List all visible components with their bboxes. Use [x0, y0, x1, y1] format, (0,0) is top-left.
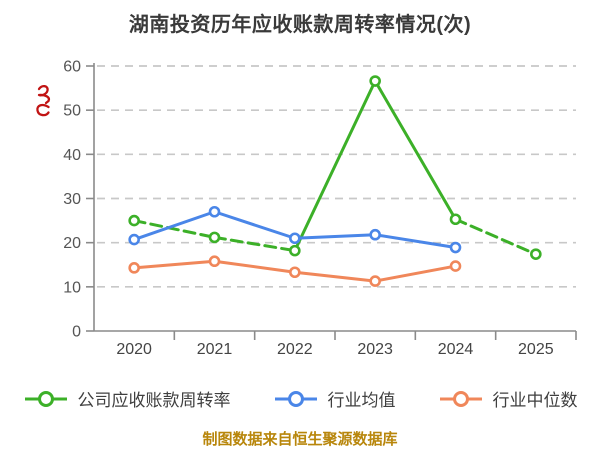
svg-text:30: 30	[63, 191, 81, 208]
series-lines	[128, 75, 542, 287]
svg-text:60: 60	[63, 59, 81, 76]
legend-label-industry-median: 行业中位数	[492, 391, 578, 410]
legend-item-industry-avg: 行业均值	[273, 386, 396, 411]
svg-text:2025: 2025	[518, 341, 554, 358]
data-source-note: 制图数据来自恒生聚源数据库	[202, 431, 398, 448]
legend-marker-industry-avg-icon	[274, 390, 317, 407]
svg-text:10: 10	[63, 279, 81, 296]
svg-text:0: 0	[72, 324, 81, 341]
axes	[86, 63, 577, 340]
chart-title: 湖南投资历年应收账款周转率情况(次)	[128, 14, 472, 36]
gridlines	[97, 65, 576, 288]
svg-text:50: 50	[63, 103, 81, 120]
red-annotation-lower-loop	[36, 103, 50, 117]
legend-label-industry-avg: 行业均值	[327, 391, 396, 410]
red-annotation-mark	[36, 85, 51, 117]
svg-text:20: 20	[63, 235, 81, 252]
legend-item-industry-median: 行业中位数	[438, 386, 578, 411]
plot-area: 0 10 20 30 40 50 60 2020 2021 2022 2023 2024 2025	[36, 59, 577, 359]
svg-text:2020: 2020	[116, 341, 152, 358]
svg-text:2022: 2022	[277, 341, 313, 358]
legend-marker-company-icon	[24, 390, 67, 407]
legend-item-company: 公司应收账款周转率	[23, 386, 231, 411]
svg-text:2024: 2024	[438, 341, 474, 358]
legend: 公司应收账款周转率 行业均值 行业中位数	[0, 386, 600, 411]
legend-label-company: 公司应收账款周转率	[77, 391, 231, 410]
axis-tick-labels: 0 10 20 30 40 50 60 2020 2021 2022 2023 2024 2025	[63, 59, 554, 359]
red-annotation-upper-stroke	[37, 85, 51, 105]
svg-text:2023: 2023	[357, 341, 393, 358]
svg-text:2021: 2021	[197, 341, 233, 358]
svg-text:40: 40	[63, 147, 81, 164]
legend-marker-industry-median-icon	[439, 390, 482, 407]
